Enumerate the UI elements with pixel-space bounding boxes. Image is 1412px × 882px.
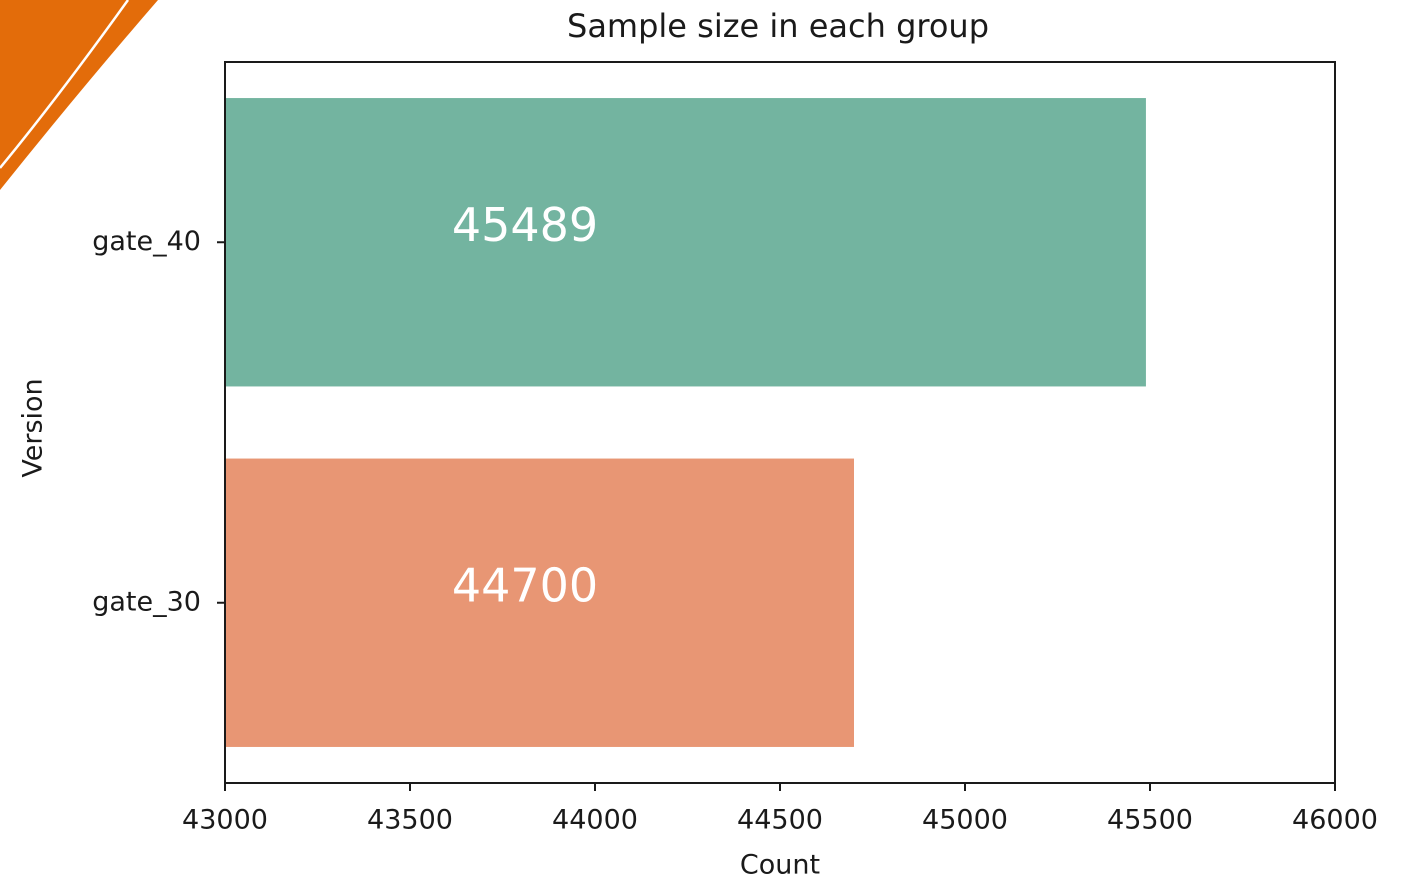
y-tick-label: gate_30 <box>92 586 201 617</box>
x-tick-label: 43000 <box>182 805 268 836</box>
chart-title: Sample size in each group <box>567 7 989 45</box>
y-tick-label: gate_40 <box>92 226 201 257</box>
x-tick-label: 44000 <box>552 805 638 836</box>
data-label: 45489 <box>452 198 598 252</box>
y-axis-label: Version <box>18 378 49 477</box>
x-tick-label: 43500 <box>367 805 453 836</box>
data-label: 44700 <box>452 558 598 612</box>
decoration <box>0 0 158 190</box>
x-tick-label: 46000 <box>1292 805 1378 836</box>
bar <box>225 458 854 747</box>
x-tick-label: 45500 <box>1107 805 1193 836</box>
bar <box>225 98 1146 387</box>
plot-frame <box>224 61 1336 784</box>
decoration-line <box>0 0 130 169</box>
x-axis-label: Count <box>740 850 820 881</box>
x-tick-label: 44500 <box>737 805 823 836</box>
x-tick-label: 45000 <box>922 805 1008 836</box>
